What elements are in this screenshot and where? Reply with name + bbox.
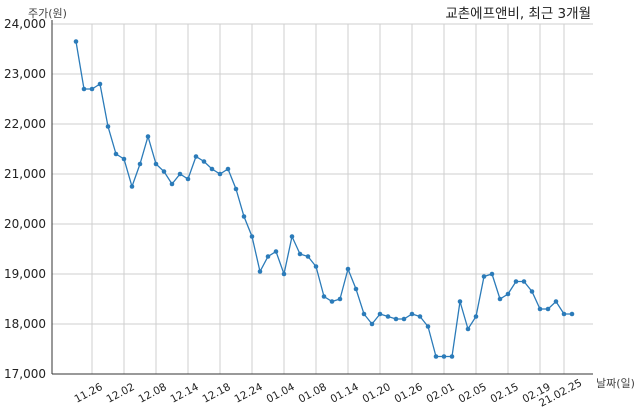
data-point: [521, 279, 527, 284]
data-point: [241, 214, 247, 219]
data-point: [105, 124, 111, 129]
data-point: [97, 81, 103, 87]
data-point: [457, 299, 463, 304]
y-tick-labels: 17,000 18,000 19,000 20,000 21,000 22,000 23,0…: [4, 17, 46, 381]
data-point: [129, 184, 135, 189]
data-point: [385, 314, 391, 319]
x-tick-label: 12.14: [169, 381, 201, 406]
data-point: [209, 166, 215, 172]
data-point: [177, 171, 183, 177]
data-point: [553, 299, 559, 304]
y-tick-label: 23,000: [4, 67, 46, 81]
data-point: [305, 254, 311, 259]
data-point: [433, 354, 439, 359]
y-tick-label: 17,000: [4, 367, 46, 381]
data-point: [121, 156, 127, 162]
data-point: [473, 314, 479, 319]
x-tick-label: 11.26: [73, 381, 105, 406]
data-point: [201, 159, 207, 164]
data-point: [417, 314, 423, 319]
x-tick-label: 12.02: [105, 381, 137, 406]
data-point: [313, 264, 319, 269]
x-tick-label: 01.08: [297, 381, 329, 406]
data-point: [353, 286, 359, 292]
x-axis-label: 날짜(일): [596, 376, 635, 390]
x-tick-label: 02.05: [457, 381, 489, 406]
grid-lines: [52, 23, 593, 375]
data-point: [257, 269, 263, 274]
data-point: [273, 249, 279, 254]
data-point: [489, 271, 495, 277]
data-point: [113, 151, 119, 157]
data-point: [161, 169, 167, 174]
data-point: [409, 311, 415, 317]
data-point: [321, 294, 327, 299]
data-point: [497, 296, 503, 302]
data-point: [345, 266, 351, 272]
data-point: [169, 181, 175, 187]
data-point: [537, 306, 543, 312]
data-point: [225, 166, 231, 172]
y-axis-label: 주가(원): [28, 7, 67, 20]
data-point: [337, 296, 343, 302]
x-tick-label: 02.01: [425, 381, 457, 406]
chart-title: 교촌에프앤비, 최근 3개월: [445, 6, 591, 22]
x-tick-label: 01.20: [361, 381, 393, 406]
data-point: [145, 134, 151, 139]
data-point: [441, 354, 447, 359]
price-series: [73, 39, 575, 359]
x-tick-label: 01.14: [329, 381, 361, 406]
data-point: [265, 254, 271, 259]
data-point: [529, 289, 535, 294]
x-tick-label: 01.04: [265, 381, 297, 406]
data-point: [193, 154, 199, 159]
series-line: [75, 41, 572, 358]
data-point: [393, 316, 399, 322]
data-point: [505, 291, 511, 297]
data-point: [81, 86, 87, 92]
data-point: [481, 274, 487, 279]
data-point: [561, 311, 567, 317]
data-point: [569, 311, 575, 317]
y-tick-label: 18,000: [4, 317, 46, 331]
y-tick-label: 19,000: [4, 267, 46, 281]
y-tick-label: 24,000: [4, 17, 46, 31]
data-point: [137, 161, 143, 167]
data-point: [465, 326, 471, 332]
data-point: [89, 86, 95, 92]
x-tick-labels: 11.26 12.02 12.08 12.14 12.18 12.24 01.04 01.08…: [73, 377, 585, 410]
data-point: [545, 306, 551, 312]
data-point: [73, 39, 79, 44]
data-point: [449, 354, 455, 359]
y-tick-label: 22,000: [4, 117, 46, 131]
data-point: [513, 279, 519, 284]
data-point: [217, 171, 223, 177]
data-point: [289, 234, 295, 239]
data-point: [425, 324, 431, 329]
data-point: [401, 316, 407, 322]
x-tick-label: 12.08: [137, 381, 169, 406]
y-tick-label: 21,000: [4, 167, 46, 181]
data-point: [361, 311, 367, 317]
x-tick-label: 01.26: [393, 381, 425, 406]
data-point: [281, 271, 287, 277]
data-point: [233, 186, 239, 192]
y-tick-label: 20,000: [4, 217, 46, 231]
x-tick-label: 02.15: [489, 381, 521, 406]
data-point: [297, 251, 303, 257]
data-point: [185, 176, 191, 182]
data-point: [369, 321, 375, 327]
axes: [51, 20, 593, 375]
data-point: [153, 161, 159, 167]
x-tick-label: 12.18: [201, 381, 233, 406]
data-point: [329, 299, 335, 304]
data-point: [377, 311, 383, 317]
data-point: [249, 234, 255, 239]
x-tick-label: 12.24: [233, 381, 265, 406]
